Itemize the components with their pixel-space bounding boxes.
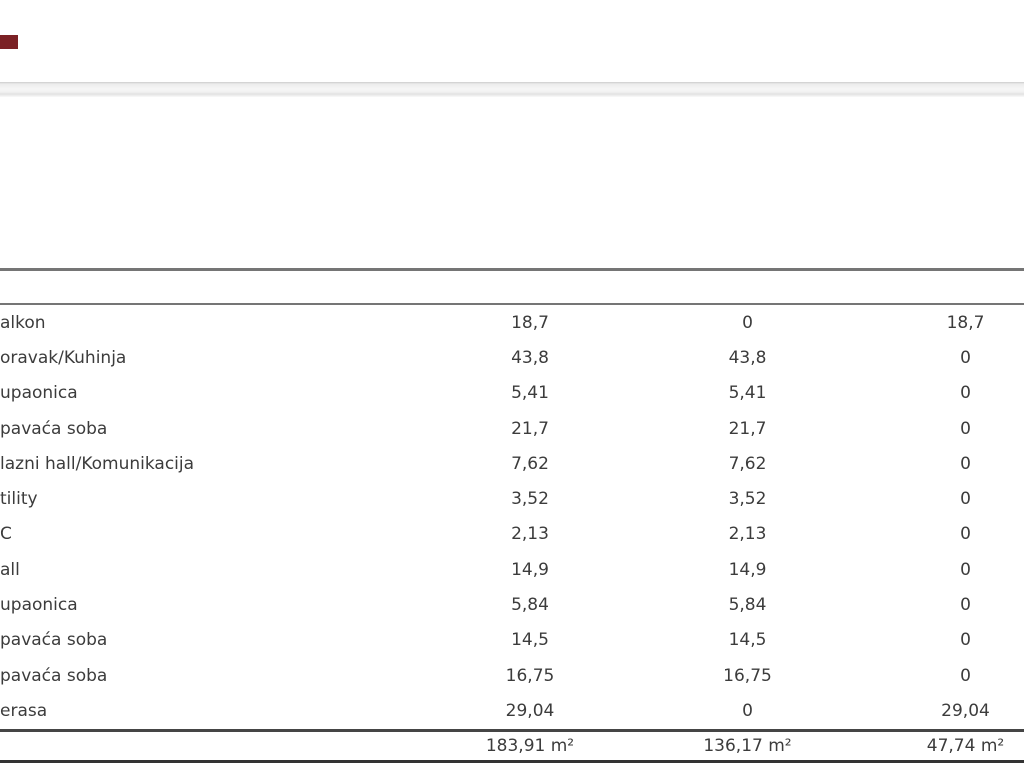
table-row: C 2,13 2,13 0 — [0, 517, 1024, 552]
room-area-exterior: 0 — [960, 524, 971, 545]
table-row: upaonica 5,41 5,41 0 — [0, 376, 1024, 411]
room-area-total: 29,04 — [505, 700, 555, 721]
table-row: pavaća soba 14,5 14,5 0 — [0, 623, 1024, 658]
room-area-total: 7,62 — [511, 453, 549, 474]
totals-area-exterior: 47,74 m² — [855, 728, 1024, 763]
room-area-exterior: 0 — [960, 489, 971, 510]
room-area-exterior: 0 — [960, 559, 971, 580]
room-name: pavaća soba — [0, 665, 108, 686]
room-name: all — [0, 559, 20, 580]
table-row: pavaća soba 16,75 16,75 0 — [0, 658, 1024, 693]
room-area-exterior: 18,7 — [946, 312, 985, 333]
room-name: upaonica — [0, 595, 78, 616]
room-area-total: 16,75 — [505, 665, 555, 686]
room-area-interior: 0 — [742, 700, 753, 721]
room-area-total: 43,8 — [511, 347, 549, 368]
table-header-row — [0, 268, 1024, 305]
room-area-interior: 21,7 — [728, 418, 767, 439]
room-area-interior: 14,5 — [728, 630, 767, 651]
room-area-interior: 3,52 — [728, 489, 767, 510]
room-area-table: alkon 18,7 0 18,7 oravak/Kuhinja 43,8 43… — [0, 268, 1024, 763]
room-area-exterior: 29,04 — [941, 700, 990, 721]
room-name: tility — [0, 489, 38, 510]
red-marker — [0, 35, 18, 49]
room-area-total: 18,7 — [511, 312, 549, 333]
room-name: oravak/Kuhinja — [0, 347, 127, 368]
room-area-exterior: 0 — [960, 630, 971, 651]
table-row: oravak/Kuhinja 43,8 43,8 0 — [0, 340, 1024, 375]
room-name: pavaća soba — [0, 630, 108, 651]
room-area-interior: 5,41 — [728, 383, 767, 404]
header-cell-exterior — [855, 268, 1024, 305]
room-area-exterior: 0 — [960, 665, 971, 686]
room-area-exterior: 0 — [960, 383, 971, 404]
table-row: pavaća soba 21,7 21,7 0 — [0, 411, 1024, 446]
header-cell-interior — [640, 268, 855, 305]
room-area-exterior: 0 — [960, 347, 971, 368]
room-area-interior: 43,8 — [728, 347, 767, 368]
room-name: C — [0, 524, 12, 545]
table-row: all 14,9 14,9 0 — [0, 552, 1024, 587]
room-area-total: 21,7 — [511, 418, 549, 439]
table-row: lazni hall/Komunikacija 7,62 7,62 0 — [0, 446, 1024, 481]
totals-label-cell — [0, 728, 420, 763]
room-name: erasa — [0, 700, 48, 721]
totals-area-interior: 136,17 m² — [640, 728, 855, 763]
room-name: pavaća soba — [0, 418, 108, 439]
room-name: upaonica — [0, 383, 78, 404]
room-area-total: 3,52 — [511, 489, 549, 510]
room-area-interior: 16,75 — [723, 665, 772, 686]
room-area-exterior: 0 — [960, 453, 971, 474]
room-area-interior: 7,62 — [728, 453, 767, 474]
room-area-total: 14,9 — [511, 559, 549, 580]
room-area-exterior: 0 — [960, 595, 971, 616]
room-area-total: 14,5 — [511, 630, 549, 651]
header-cell-name — [0, 268, 420, 305]
table-row: erasa 29,04 0 29,04 — [0, 693, 1024, 730]
toolbar-divider — [0, 82, 1024, 97]
room-name: alkon — [0, 312, 46, 333]
table-row: upaonica 5,84 5,84 0 — [0, 587, 1024, 622]
room-area-total: 5,41 — [511, 383, 549, 404]
room-area-exterior: 0 — [960, 418, 971, 439]
table-totals-row: 183,91 m² 136,17 m² 47,74 m² — [0, 728, 1024, 763]
room-area-interior: 2,13 — [728, 524, 767, 545]
table-row: alkon 18,7 0 18,7 — [0, 304, 1024, 340]
room-area-interior: 5,84 — [728, 595, 767, 616]
room-area-total: 5,84 — [511, 595, 549, 616]
room-area-interior: 14,9 — [728, 559, 767, 580]
room-area-interior: 0 — [742, 312, 753, 333]
header-cell-total — [420, 268, 640, 305]
room-name: lazni hall/Komunikacija — [0, 453, 195, 474]
table-row: tility 3,52 3,52 0 — [0, 481, 1024, 516]
room-area-total: 2,13 — [511, 524, 549, 545]
totals-area-total: 183,91 m² — [420, 728, 640, 763]
